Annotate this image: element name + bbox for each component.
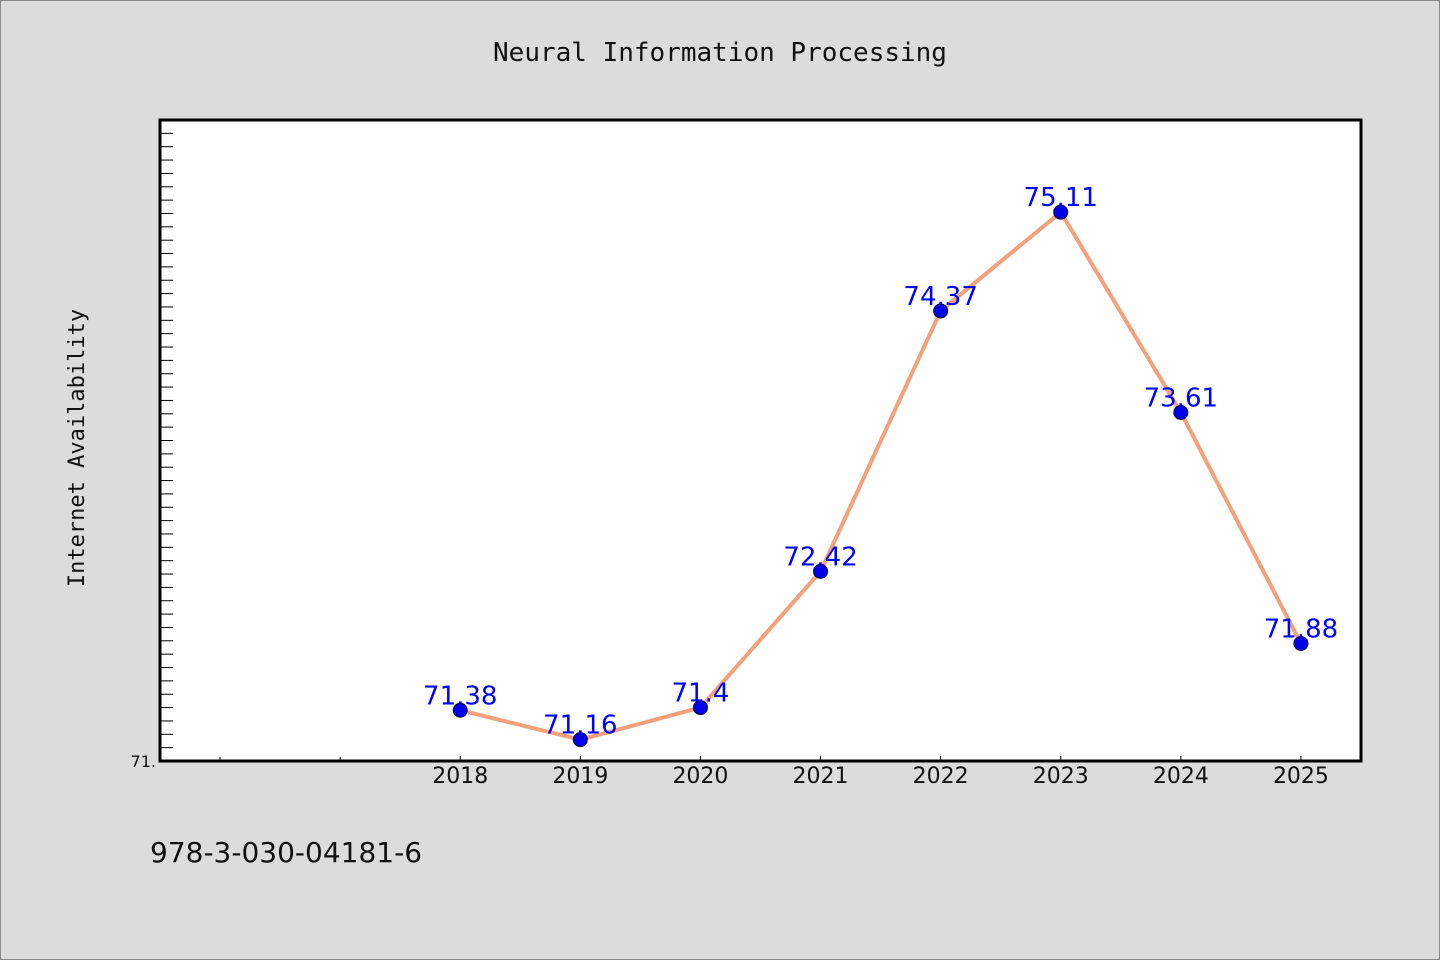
data-point <box>1053 204 1069 220</box>
series-line-group <box>459 210 1303 742</box>
isbn-text: 978-3-030-04181-6 <box>150 836 422 869</box>
data-point <box>1173 404 1189 420</box>
data-label: 71.16 <box>543 711 617 741</box>
data-label: 71.38 <box>423 681 497 711</box>
chart-title: Neural Information Processing <box>493 38 947 68</box>
x-tick-label: 2025 <box>1273 764 1329 789</box>
data-label: 75.11 <box>1024 183 1098 213</box>
data-label: 72.42 <box>783 542 857 572</box>
data-point <box>692 700 708 716</box>
data-label: 74.37 <box>903 282 977 312</box>
x-tick-label: 2018 <box>432 764 488 789</box>
x-tick-label: 2022 <box>913 764 969 789</box>
x-tick-label: 2020 <box>672 764 728 789</box>
data-label: 73.61 <box>1144 383 1218 413</box>
plot-area <box>160 120 1361 761</box>
data-labels-group: 71.38 71.16 71.4 72.42 74.37 75.11 73.61 71.88 <box>423 183 1338 740</box>
x-tick-label: 2024 <box>1153 764 1209 789</box>
x-tick-label: 2021 <box>793 764 849 789</box>
data-point <box>813 563 829 579</box>
data-point <box>933 303 949 319</box>
data-label: 71.88 <box>1264 614 1338 644</box>
y-axis-label: Internet Availability <box>65 309 90 587</box>
x-tick-label: 2019 <box>552 764 608 789</box>
data-point <box>452 702 468 718</box>
series-line <box>459 210 1303 742</box>
data-label: 71.4 <box>672 679 730 709</box>
y-axis-ticks <box>160 132 173 749</box>
data-point <box>572 732 588 748</box>
x-axis-tick-labels: 2018 2019 2020 2021 2022 2023 2024 2025 <box>432 764 1329 789</box>
data-point <box>1293 635 1309 651</box>
x-tick-label: 2023 <box>1033 764 1089 789</box>
plot-border <box>158 118 1363 763</box>
series-points-group <box>452 204 1309 748</box>
y-tick-label: 71. <box>131 752 156 771</box>
